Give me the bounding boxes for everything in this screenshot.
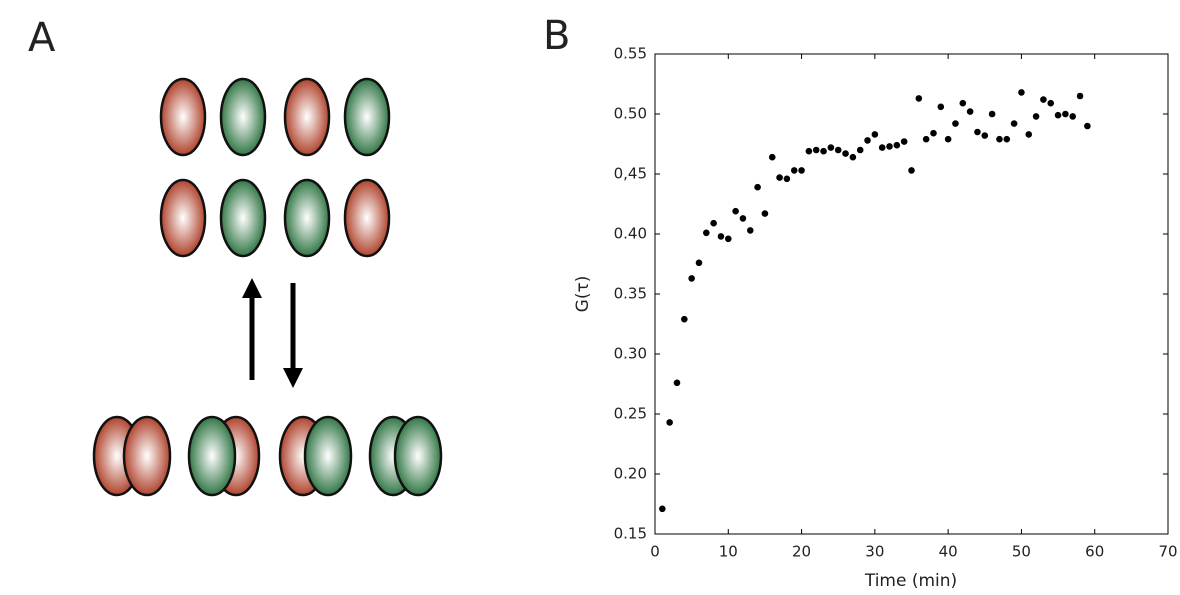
x-tick-label: 30: [865, 543, 884, 561]
x-tick-label: 60: [1085, 543, 1104, 561]
data-point: [849, 153, 857, 161]
data-point: [856, 146, 864, 154]
y-tick-label: 0.40: [614, 225, 647, 243]
panel-label: A: [28, 15, 56, 61]
data-point: [966, 108, 974, 115]
data-point: [908, 167, 915, 174]
data-point: [974, 128, 981, 136]
data-point: [1054, 111, 1062, 119]
data-point: [812, 146, 820, 154]
data-point: [746, 227, 754, 234]
data-point: [768, 153, 776, 161]
data-point: [842, 150, 849, 157]
x-tick-label: 0: [650, 543, 660, 561]
red-subunit: [159, 178, 207, 258]
data-point: [739, 215, 747, 222]
data-point: [922, 135, 930, 143]
data-point: [703, 229, 710, 237]
data-point: [695, 259, 703, 267]
data-point: [710, 219, 717, 227]
data-point: [878, 144, 886, 151]
y-tick-label: 0,45: [614, 165, 647, 183]
red-subunit: [159, 77, 207, 157]
red-subunit: [343, 178, 391, 258]
data-point: [1003, 135, 1011, 143]
data-point: [893, 141, 901, 149]
data-point: [790, 167, 798, 174]
red-subunit: [122, 415, 172, 497]
data-point: [798, 167, 805, 174]
data-point: [805, 147, 813, 155]
green-subunit: [343, 77, 391, 157]
data-point: [724, 235, 732, 243]
data-point: [944, 135, 952, 143]
data-point: [1032, 113, 1040, 120]
y-tick-label: 0.30: [614, 345, 647, 363]
data-point: [820, 147, 827, 155]
data-point: [659, 505, 666, 513]
data-point: [827, 144, 835, 151]
x-tick-label: 40: [939, 543, 958, 561]
data-point: [1047, 99, 1055, 107]
data-point: [952, 120, 959, 127]
green-subunit: [393, 415, 443, 497]
data-point: [900, 138, 908, 145]
x-tick-label: 70: [1158, 543, 1177, 561]
data-point: [681, 315, 688, 323]
data-point: [1076, 92, 1084, 100]
data-point: [1018, 89, 1025, 96]
y-tick-label: 0.20: [614, 465, 647, 483]
data-point: [1010, 120, 1018, 127]
x-tick-label: 10: [719, 543, 738, 561]
data-point: [1084, 122, 1091, 130]
data-point: [776, 174, 783, 181]
data-point: [834, 146, 842, 154]
x-axis-title: Time (min): [864, 571, 957, 591]
data-point: [1069, 113, 1077, 120]
data-point: [981, 132, 989, 139]
panel-label: B: [543, 13, 570, 59]
data-point: [1062, 110, 1069, 118]
x-tick-label: 50: [1012, 543, 1031, 561]
data-point: [915, 95, 923, 102]
plot-frame: [654, 53, 1169, 535]
data-point: [864, 137, 871, 144]
green-subunit: [219, 77, 267, 157]
data-point: [688, 275, 695, 282]
y-axis-title: G(τ): [573, 276, 593, 313]
data-point: [754, 183, 761, 191]
y-tick-label: 0.35: [614, 285, 647, 303]
data-point: [761, 210, 769, 217]
red-subunit: [283, 77, 331, 157]
green-subunit: [303, 415, 353, 497]
y-tick-label: 0.15: [614, 525, 647, 543]
x-tick-label: 20: [792, 543, 811, 561]
y-tick-label: 0.25: [614, 405, 647, 423]
data-point: [988, 110, 996, 118]
data-point: [871, 131, 879, 138]
data-point: [959, 99, 967, 107]
data-point: [1025, 131, 1033, 138]
data-point: [937, 103, 945, 111]
data-point: [732, 207, 739, 215]
data-point: [783, 175, 791, 183]
y-tick-label: 0.55: [614, 45, 647, 63]
data-point: [666, 419, 673, 426]
green-subunit: [187, 415, 237, 497]
data-point: [673, 379, 681, 387]
green-subunit: [283, 178, 331, 258]
data-point: [1040, 96, 1047, 103]
diagram: [92, 77, 443, 497]
green-subunit: [219, 178, 267, 258]
data-point: [886, 143, 893, 150]
y-tick-label: 0.50: [614, 105, 647, 123]
data-point: [930, 129, 937, 137]
data-point: [996, 135, 1003, 143]
data-point: [717, 233, 725, 240]
